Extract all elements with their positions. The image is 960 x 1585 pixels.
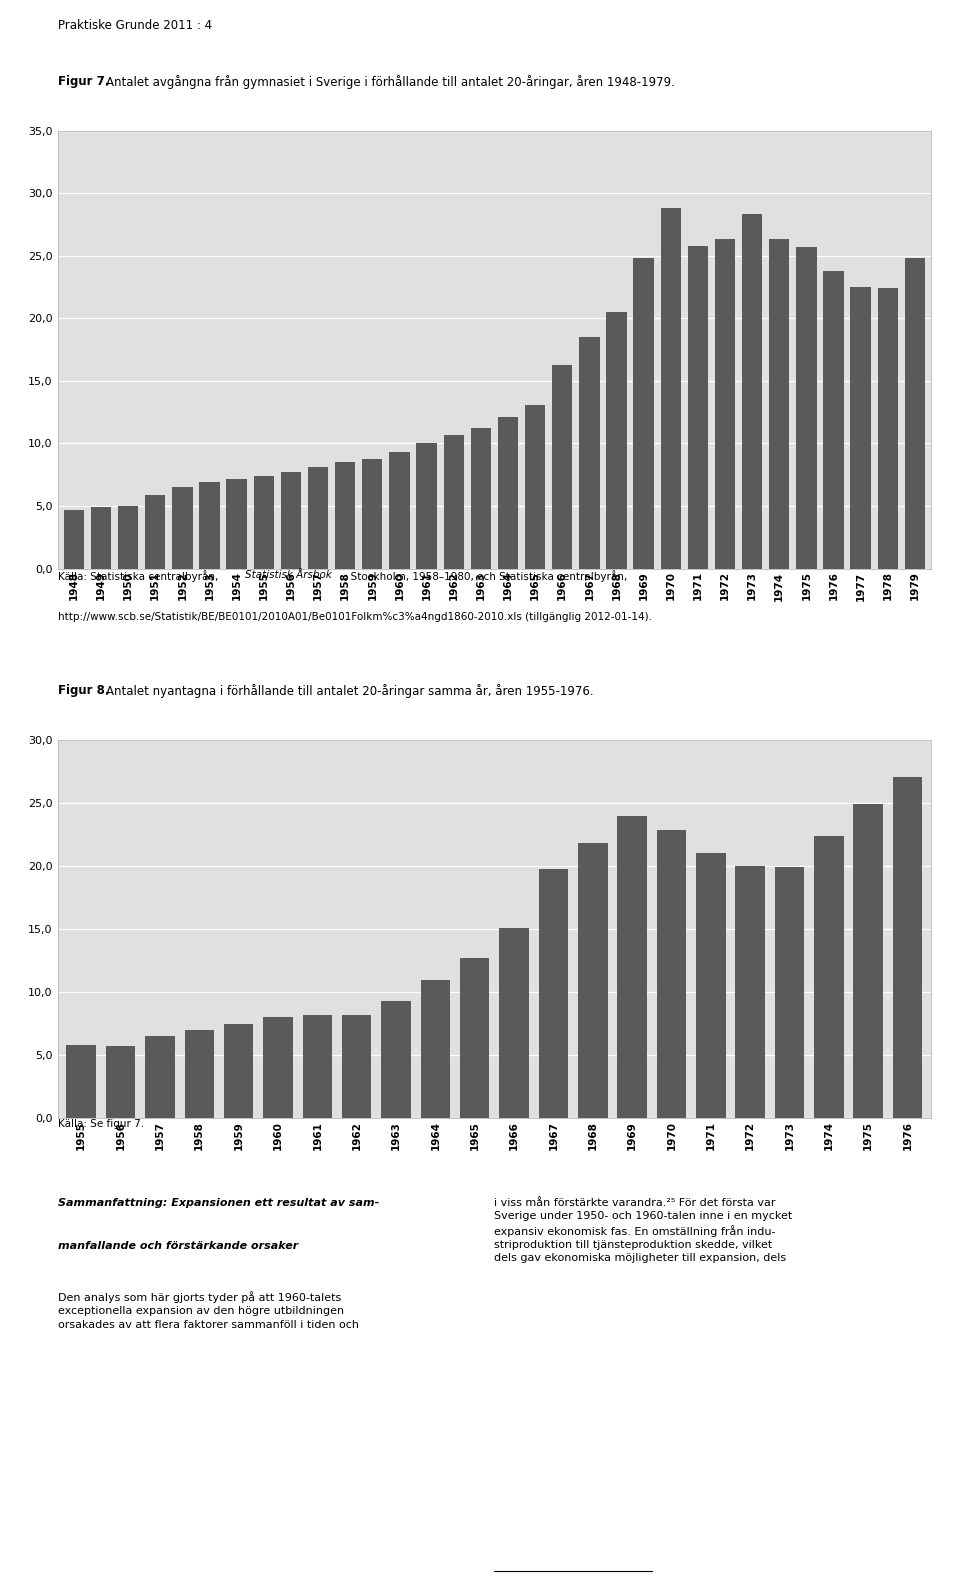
Bar	[552, 365, 572, 569]
Bar	[853, 804, 883, 1119]
Bar	[851, 287, 871, 569]
Bar	[498, 417, 518, 569]
Bar	[796, 247, 817, 569]
Bar	[877, 288, 898, 569]
Bar	[769, 239, 789, 569]
Bar	[578, 843, 608, 1119]
Bar	[824, 271, 844, 569]
Bar	[539, 869, 568, 1119]
Bar	[525, 404, 545, 569]
Bar	[607, 312, 627, 569]
Bar	[227, 479, 247, 569]
Bar	[184, 1030, 214, 1119]
Text: Källa: Se figur 7.: Källa: Se figur 7.	[58, 1119, 144, 1130]
Bar	[420, 980, 450, 1119]
Bar	[417, 444, 437, 569]
Bar	[63, 510, 84, 569]
Bar	[634, 258, 654, 569]
Bar	[263, 1018, 293, 1119]
Bar	[342, 1014, 372, 1119]
Bar	[499, 927, 529, 1119]
Text: i viss mån förstärkte varandra.²⁵ För det första var
Sverige under 1950- och 196: i viss mån förstärkte varandra.²⁵ För de…	[494, 1198, 793, 1263]
Bar	[302, 1014, 332, 1119]
Text: Antalet avgångna från gymnasiet i Sverige i förhållande till antalet 20-åringar,: Antalet avgångna från gymnasiet i Sverig…	[106, 74, 675, 89]
Bar	[657, 829, 686, 1119]
Bar	[91, 507, 111, 569]
Bar	[660, 208, 681, 569]
Bar	[200, 482, 220, 569]
Bar	[106, 1046, 135, 1119]
Bar	[617, 816, 647, 1119]
Bar	[735, 865, 765, 1119]
Text: manfallande och förstärkande orsaker: manfallande och förstärkande orsaker	[58, 1241, 298, 1251]
Bar	[775, 867, 804, 1119]
Bar	[362, 458, 382, 569]
Text: http://www.scb.se/Statistik/BE/BE0101/2010A01/Be0101Folkm%c3%a4ngd1860-2010.xls : http://www.scb.se/Statistik/BE/BE0101/20…	[58, 612, 652, 623]
Bar	[66, 1045, 96, 1119]
Text: Sammanfattning: Expansionen ett resultat av sam-: Sammanfattning: Expansionen ett resultat…	[58, 1198, 379, 1208]
Text: Antalet nyantagna i förhållande till antalet 20-åringar samma år, åren 1955-1976: Antalet nyantagna i förhållande till ant…	[106, 685, 593, 697]
Bar	[579, 338, 600, 569]
Bar	[904, 258, 925, 569]
Bar	[381, 1002, 411, 1119]
Bar	[742, 214, 762, 569]
Bar	[470, 428, 491, 569]
Bar	[687, 246, 708, 569]
Bar	[172, 487, 193, 569]
Bar	[308, 468, 328, 569]
Text: Källa: Statistiska centralbyrån,: Källa: Statistiska centralbyrån,	[58, 571, 221, 582]
Bar	[118, 506, 138, 569]
Bar	[389, 452, 410, 569]
Bar	[444, 434, 464, 569]
Bar	[814, 835, 844, 1119]
Text: Figur 7.: Figur 7.	[58, 74, 109, 87]
Bar	[460, 959, 490, 1119]
Bar	[145, 495, 165, 569]
Text: Den analys som här gjorts tyder på att 1960-talets
exceptionella expansion av de: Den analys som här gjorts tyder på att 1…	[58, 1292, 359, 1330]
Text: Figur 8.: Figur 8.	[58, 685, 109, 697]
Bar	[224, 1024, 253, 1119]
Bar	[696, 853, 726, 1119]
Bar	[145, 1037, 175, 1119]
Bar	[253, 476, 274, 569]
Text: Praktiske Grunde 2011 : 4: Praktiske Grunde 2011 : 4	[58, 19, 212, 32]
Text: , Stockholm, 1958–1980, och Statistiska centralbyrån,: , Stockholm, 1958–1980, och Statistiska …	[344, 571, 628, 582]
Bar	[280, 472, 301, 569]
Bar	[335, 463, 355, 569]
Bar	[715, 239, 735, 569]
Text: Statistisk Årsbok: Statistisk Årsbok	[246, 571, 332, 580]
Bar	[893, 777, 923, 1119]
